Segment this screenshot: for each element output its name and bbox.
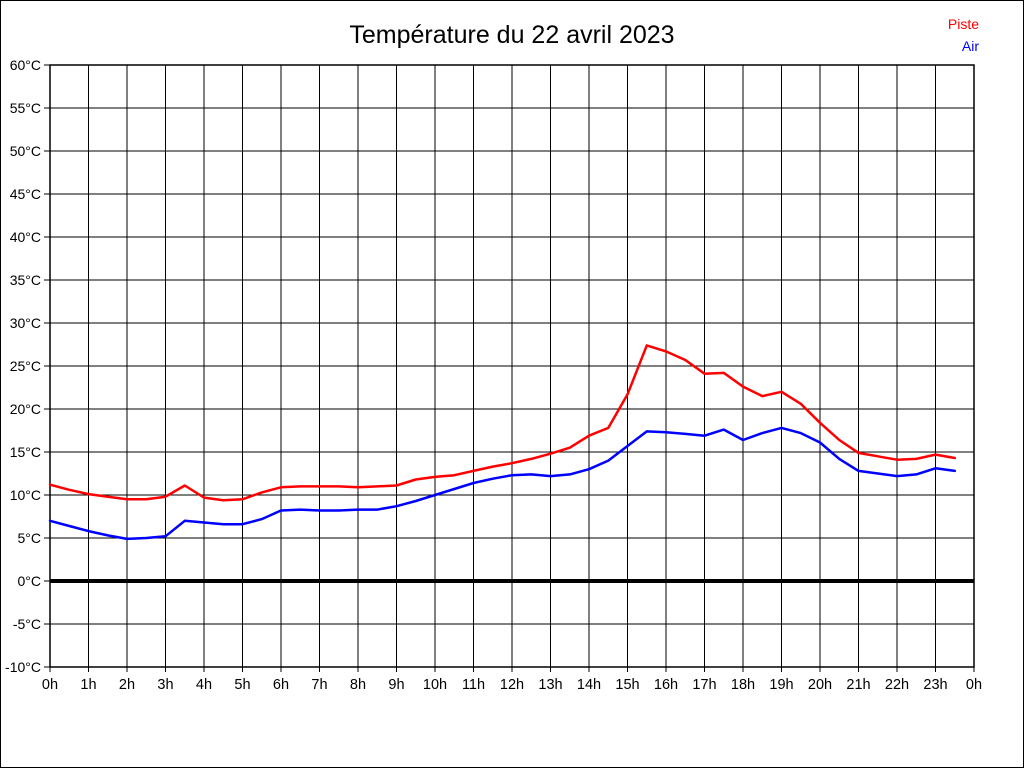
y-tick-label: 20°C: [10, 401, 41, 417]
x-tick-label: 3h: [157, 677, 173, 693]
chart-title: Température du 22 avril 2023: [349, 21, 675, 49]
series-piste-line: [48, 344, 957, 502]
x-tick-label: 11h: [462, 677, 485, 693]
y-tick-label: 55°C: [10, 100, 41, 116]
x-tick-label: 0h: [42, 677, 58, 693]
x-tick-label: 5h: [234, 677, 250, 693]
y-tick-label: 45°C: [10, 186, 41, 202]
x-tick-label: 20h: [808, 677, 832, 693]
y-tick-label: 50°C: [10, 143, 41, 159]
x-tick-label: 8h: [350, 677, 366, 693]
x-tick-label: 4h: [196, 677, 212, 693]
plot-border: [49, 64, 975, 668]
x-tick-label: 12h: [500, 677, 524, 693]
x-tick-label: 22h: [885, 677, 909, 693]
x-tick-label: 19h: [769, 677, 793, 693]
x-tick-label: 9h: [388, 677, 404, 693]
x-tick-label: 13h: [538, 677, 562, 693]
legend-air-label: Air: [961, 38, 979, 54]
y-tick-label: 15°C: [10, 444, 41, 460]
x-tick-label: 18h: [731, 677, 755, 693]
x-tick-label: 17h: [692, 677, 716, 693]
x-tick-label: 14h: [577, 677, 601, 693]
legend-piste-label: Piste: [947, 16, 979, 32]
x-tick-label: 6h: [273, 677, 289, 693]
x-tick-label: 1h: [80, 677, 96, 693]
y-tick-label: 25°C: [10, 358, 41, 374]
x-tick-label: 0h: [966, 677, 982, 693]
y-tick-label: 0°C: [18, 573, 42, 589]
y-tick-label: 40°C: [10, 229, 41, 245]
y-tick-label: 60°C: [10, 57, 41, 73]
x-tick-label: 10h: [423, 677, 447, 693]
x-tick-label: 23h: [923, 677, 947, 693]
y-tick-label: 10°C: [10, 487, 41, 503]
y-tick-label: -10°C: [5, 659, 41, 675]
x-tick-label: 2h: [119, 677, 135, 693]
y-tick-label: 5°C: [18, 530, 42, 546]
x-tick-label: 15h: [615, 677, 639, 693]
y-tick-label: 35°C: [10, 272, 41, 288]
x-tick-label: 21h: [846, 677, 870, 693]
y-tick-label: -5°C: [13, 616, 41, 632]
x-tick-label: 7h: [311, 677, 327, 693]
series-air-line: [48, 426, 957, 541]
y-tick-label: 30°C: [10, 315, 41, 331]
x-tick-label: 16h: [654, 677, 678, 693]
chart-legend: Piste Air: [948, 13, 979, 57]
